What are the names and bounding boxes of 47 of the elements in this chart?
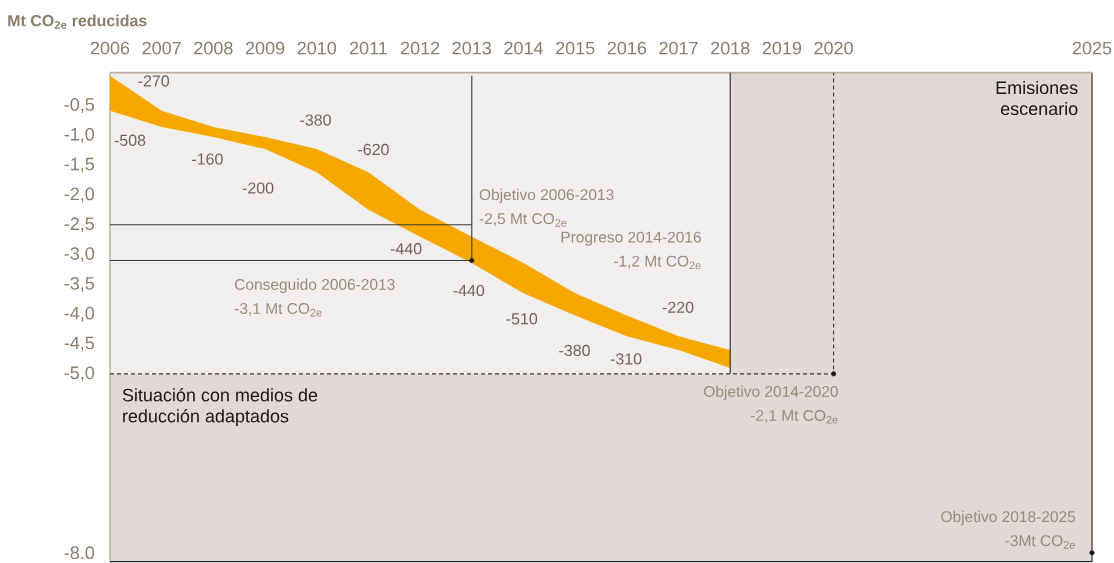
annotation: -310 [610,353,642,365]
y-tick-label: -1,0 [64,127,95,143]
y-tick-label: -4,5 [64,336,95,352]
annotation: Progreso 2014-2016 -1,2 Mt CO$_{2e}$ [561,231,701,270]
y-tick-label: -8.0 [64,546,95,560]
annotation: -380 [559,344,590,357]
annotation: Objetivo 2018-2025 -3Mt CO$_{2e}$ [941,510,1076,549]
x-tick-label: 2020 [814,41,853,55]
y-axis-title: Mt CO$_{2e}$ reducidas [8,14,147,29]
annotation: -440 [453,284,485,297]
annotation: -160 [192,153,223,165]
band-label: Situación con medios de reducción adaptados [122,388,318,427]
x-tick-label: 2016 [607,41,647,55]
band-label: Emisiones escenario [996,80,1078,116]
y-tick-label: -3,0 [64,247,95,263]
x-tick-label: 2012 [401,41,440,55]
annotation: -380 [300,114,331,126]
annotation: Objetivo 2006-2013 -2,5 Mt CO$_{2e}$ [479,188,614,227]
annotation: -620 [358,143,389,156]
x-tick-label: 2015 [556,41,595,55]
annotation: -200 [242,182,274,194]
annotation: -270 [138,75,170,87]
y-tick-label: -5,0 [64,366,95,382]
x-tick-label: 2014 [504,41,543,55]
y-tick-label: -3,5 [64,276,95,292]
x-tick-label: 2025 [1072,41,1112,55]
x-tick-label: 2008 [194,41,233,55]
y-tick-label: -4,0 [64,306,95,322]
x-tick-label: 2013 [452,41,492,55]
y-tick-label: -0,5 [64,98,95,113]
x-tick-label: 2010 [297,41,337,55]
annotation: Objetivo 2014-2020 -2,1 Mt CO$_{2e}$ [704,385,838,424]
y-tick-label: -2,5 [64,217,95,233]
annotation: -220 [662,301,694,313]
y-tick-label: -2,0 [64,187,95,203]
annotation: -440 [390,243,422,255]
x-tick-label: 2017 [659,41,698,55]
x-tick-label: 2011 [349,41,387,55]
annotation: -510 [506,313,538,325]
x-tick-label: 2009 [245,41,285,55]
x-tick-label: 2007 [142,41,181,55]
y-tick-label: -1,5 [64,157,95,173]
x-tick-label: 2018 [711,41,750,55]
annotation: Conseguido 2006-2013 -3,1 Mt CO$_{2e}$ [234,278,395,317]
annotation: -508 [114,134,146,146]
x-tick-label: 2006 [90,41,130,55]
x-tick-label: 2019 [762,41,802,55]
